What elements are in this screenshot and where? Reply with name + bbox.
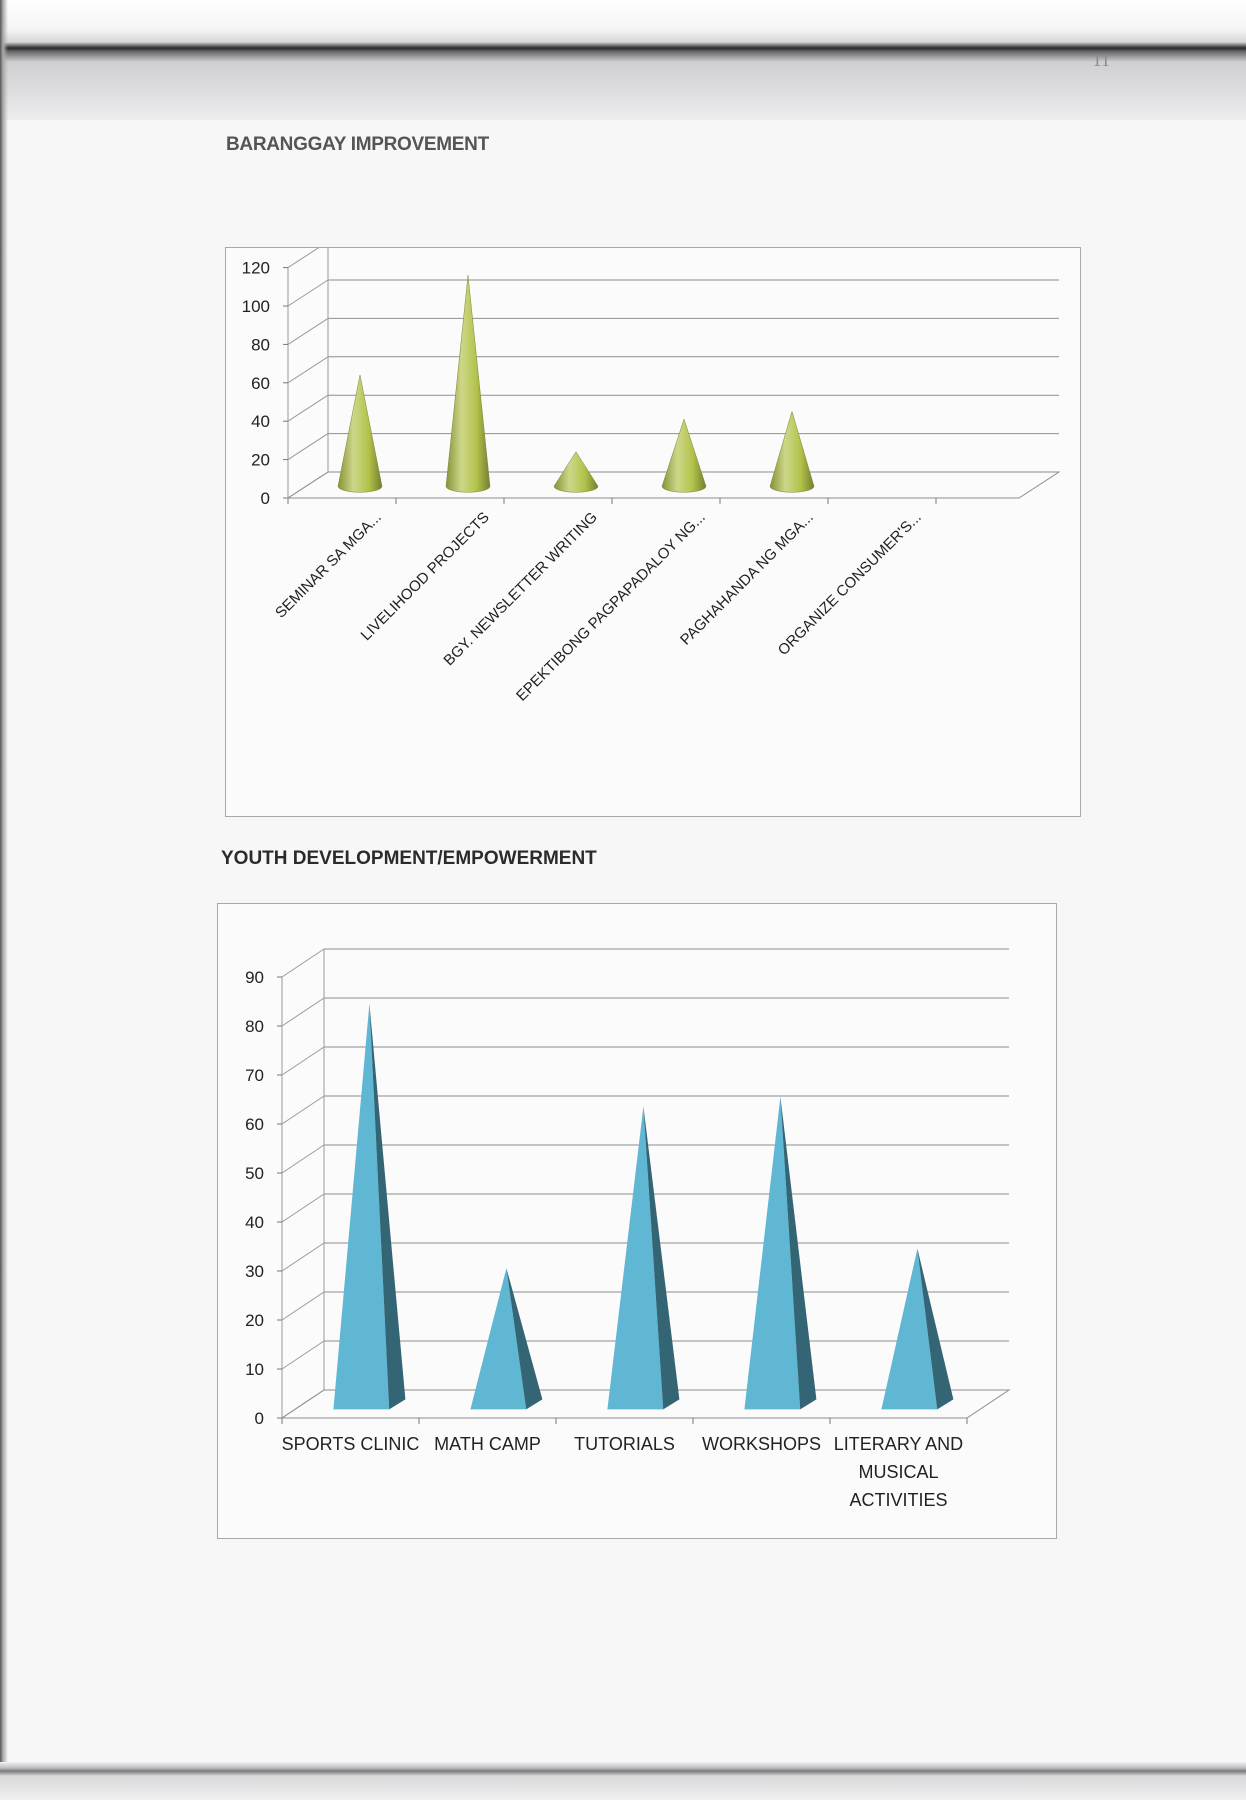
pyramid-bar-2-front xyxy=(470,1268,527,1410)
pyramid-bar-3-side xyxy=(643,1106,680,1410)
cone-bar-1 xyxy=(337,374,383,493)
floor xyxy=(280,1389,1011,1419)
cone-bar-3 xyxy=(553,451,599,493)
y-tick-label: 0 xyxy=(255,1409,264,1428)
pyramid-bar-4-front xyxy=(744,1096,801,1410)
y-tick-label: 80 xyxy=(245,1017,264,1036)
y-tick-label: 100 xyxy=(242,297,270,316)
y-tick-label: 80 xyxy=(251,335,270,354)
grid-depth-line xyxy=(281,1242,325,1272)
grid-depth-line xyxy=(287,433,329,461)
chart-box-youth: 0 10 20 30 40 50 60 70 80 90 SPORTS CLINIC MATH CAM… xyxy=(217,903,1057,1539)
y-tick-label: 70 xyxy=(245,1066,264,1085)
y-tick-label: 40 xyxy=(245,1213,264,1232)
grid-depth-line xyxy=(281,1095,325,1125)
grid-depth-line xyxy=(287,279,329,307)
y-tick-label: 120 xyxy=(242,259,270,278)
grid-depth-line xyxy=(281,1046,325,1076)
y-tick-label: 90 xyxy=(245,968,264,987)
pyramid-bar-1-side xyxy=(369,1003,406,1410)
x-category-label: SEMINAR SA MGA... xyxy=(272,509,385,622)
y-tick-label: 20 xyxy=(251,451,270,470)
chart-box-baranggay: 0 20 40 60 80 100 120 SEMINAR SA MGA... LIVELIHO… xyxy=(225,241,1081,817)
grid-depth-line xyxy=(281,948,325,978)
pyramid-bar-1-front xyxy=(333,1003,390,1410)
y-tick-label: 60 xyxy=(251,374,270,393)
y-tick-label: 40 xyxy=(251,412,270,431)
scan-top-edge xyxy=(0,0,1246,120)
y-tick-label: 20 xyxy=(245,1311,264,1330)
pyramid-bar-5-side xyxy=(917,1248,954,1410)
grid-depth-line xyxy=(281,1291,325,1321)
x-category-label: WORKSHOPS xyxy=(702,1434,821,1454)
x-category-label: MATH CAMP xyxy=(434,1434,541,1454)
pyramid-bar-5-front xyxy=(881,1248,938,1410)
y-tick-label: 50 xyxy=(245,1164,264,1183)
grid-depth-line xyxy=(281,1340,325,1370)
youth-development-chart: 0 10 20 30 40 50 60 70 80 90 SPORTS CLINIC MATH CAM… xyxy=(245,948,1011,1510)
pyramid-bar-3-front xyxy=(607,1106,664,1410)
x-category-label: SPORTS CLINIC xyxy=(282,1434,420,1454)
floor xyxy=(286,471,1061,499)
y-tick-label: 60 xyxy=(245,1115,264,1134)
section-title-youth: YOUTH DEVELOPMENT/EMPOWERMENT xyxy=(221,848,597,869)
y-tick-label: 0 xyxy=(261,489,270,508)
y-tick-label: 10 xyxy=(245,1360,264,1379)
cone-bar-2 xyxy=(445,275,491,493)
grid-depth-line xyxy=(281,1193,325,1223)
grid-depth-line xyxy=(287,356,329,384)
x-category-label: LITERARY AND xyxy=(834,1434,963,1454)
y-tick-label: 30 xyxy=(245,1262,264,1281)
x-category-label: ACTIVITIES xyxy=(849,1490,947,1510)
pyramid-bar-2-side xyxy=(506,1268,543,1410)
page-number: 11 xyxy=(1092,50,1110,70)
scan-left-edge xyxy=(0,0,8,1800)
grid-depth-line xyxy=(287,394,329,422)
x-category-label: MUSICAL xyxy=(858,1462,938,1482)
grid-depth-line xyxy=(281,997,325,1027)
x-category-label: TUTORIALS xyxy=(574,1434,675,1454)
section-title-baranggay: BARANGGAY IMPROVEMENT xyxy=(226,134,489,155)
grid-depth-line xyxy=(281,1144,325,1174)
grid-depth-line xyxy=(287,317,329,345)
grid-depth-line xyxy=(287,241,329,269)
cone-bar-5 xyxy=(769,410,815,493)
pyramid-bar-4-side xyxy=(780,1096,817,1410)
x-category-label: EPEKTIBONG PAGPAPADALOY NG... xyxy=(513,509,709,705)
scan-bottom-edge xyxy=(0,1762,1246,1800)
cone-bar-4 xyxy=(661,418,707,493)
